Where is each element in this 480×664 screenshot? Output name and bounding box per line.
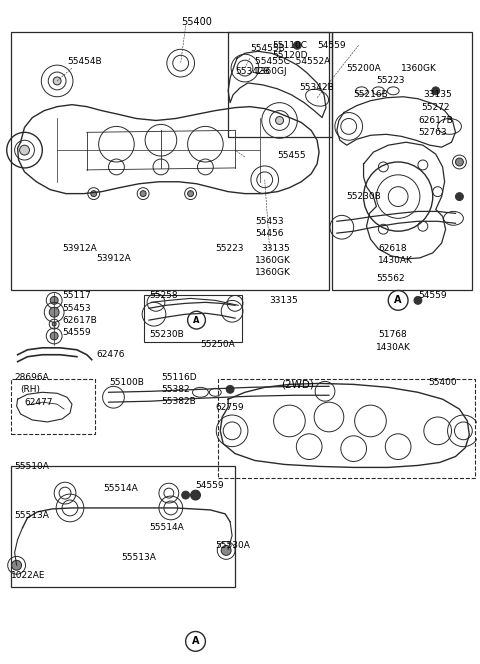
- Text: 28696A: 28696A: [14, 373, 49, 382]
- Text: 55513A: 55513A: [14, 511, 49, 521]
- Text: 55455C  54552A: 55455C 54552A: [255, 56, 330, 66]
- Text: 55510A: 55510A: [14, 462, 49, 471]
- Text: 55223: 55223: [216, 244, 244, 254]
- Text: 55513A: 55513A: [121, 553, 156, 562]
- Text: 55116D: 55116D: [161, 373, 196, 382]
- Text: 53912A: 53912A: [96, 254, 132, 264]
- Text: 33135: 33135: [423, 90, 452, 100]
- Circle shape: [221, 546, 231, 555]
- Circle shape: [50, 332, 58, 340]
- Circle shape: [52, 322, 56, 326]
- Text: 1360GK: 1360GK: [255, 268, 291, 277]
- Bar: [332, 31, 472, 290]
- Text: 55400: 55400: [180, 17, 212, 27]
- Text: 33135: 33135: [270, 296, 299, 305]
- Circle shape: [20, 145, 29, 155]
- Circle shape: [50, 296, 58, 304]
- Text: 55223: 55223: [376, 76, 405, 86]
- Text: 55453: 55453: [62, 303, 91, 313]
- Text: 55258: 55258: [149, 291, 178, 300]
- Text: 54456: 54456: [255, 228, 283, 238]
- Text: 53912A: 53912A: [62, 244, 97, 254]
- Circle shape: [53, 77, 61, 85]
- Circle shape: [91, 191, 96, 197]
- Text: 54559: 54559: [195, 481, 224, 490]
- Bar: [144, 295, 242, 342]
- Circle shape: [293, 41, 301, 49]
- Text: 1360GJ: 1360GJ: [255, 66, 288, 76]
- Text: 55117: 55117: [62, 291, 91, 300]
- Text: 62476: 62476: [96, 350, 125, 359]
- Text: 54559: 54559: [418, 291, 446, 300]
- Text: 55230B: 55230B: [347, 192, 382, 201]
- Text: 33135: 33135: [262, 244, 290, 254]
- Text: 55514A: 55514A: [104, 483, 138, 493]
- Circle shape: [456, 193, 463, 201]
- Circle shape: [456, 158, 463, 166]
- Text: 54559: 54559: [62, 327, 91, 337]
- Text: 55454B: 55454B: [67, 56, 102, 66]
- Bar: [11, 31, 329, 290]
- Text: 55216B: 55216B: [354, 90, 388, 100]
- Bar: [218, 379, 475, 478]
- Text: 55342B: 55342B: [300, 84, 334, 92]
- Bar: [228, 31, 332, 137]
- Text: 55250A: 55250A: [201, 341, 235, 349]
- Text: 55530A: 55530A: [216, 541, 250, 550]
- Text: 62759: 62759: [216, 402, 244, 412]
- Text: 51768: 51768: [378, 331, 407, 339]
- Text: 62477: 62477: [24, 398, 53, 406]
- Text: 55100B: 55100B: [109, 378, 144, 387]
- Circle shape: [188, 191, 193, 197]
- Text: 55455B: 55455B: [250, 44, 285, 53]
- Circle shape: [414, 296, 422, 304]
- Text: 1430AK: 1430AK: [378, 256, 413, 266]
- Circle shape: [49, 307, 59, 317]
- Text: (2WD): (2WD): [281, 379, 314, 389]
- Circle shape: [12, 560, 22, 570]
- Text: (RH): (RH): [21, 385, 41, 394]
- Text: A: A: [395, 295, 402, 305]
- Text: 62618: 62618: [378, 244, 407, 254]
- Text: A: A: [192, 636, 199, 646]
- Text: 55382: 55382: [161, 385, 190, 394]
- Text: 52763: 52763: [418, 128, 446, 137]
- Text: 55562: 55562: [376, 274, 405, 283]
- Circle shape: [182, 491, 190, 499]
- Text: 62617B: 62617B: [62, 315, 97, 325]
- Text: 55200A: 55200A: [347, 64, 382, 72]
- Text: 55455: 55455: [277, 151, 306, 159]
- Text: 1430AK: 1430AK: [376, 343, 411, 353]
- Text: 62617B: 62617B: [418, 116, 453, 125]
- Text: 55514A: 55514A: [149, 523, 184, 533]
- Text: 55120D: 55120D: [273, 50, 308, 60]
- Bar: [11, 379, 95, 434]
- Bar: [11, 466, 235, 587]
- Text: 55453: 55453: [255, 217, 284, 226]
- Text: 55400: 55400: [428, 378, 456, 387]
- Circle shape: [226, 385, 234, 393]
- Text: 55272: 55272: [421, 103, 449, 112]
- Circle shape: [432, 87, 440, 95]
- Text: 1360GK: 1360GK: [401, 64, 437, 72]
- Text: 1360GK: 1360GK: [255, 256, 291, 266]
- Text: 55110C: 55110C: [273, 41, 308, 50]
- Text: 55230B: 55230B: [149, 331, 184, 339]
- Text: 1022AE: 1022AE: [11, 570, 45, 580]
- Circle shape: [191, 490, 201, 500]
- Text: 55342B: 55342B: [235, 66, 270, 76]
- Text: A: A: [193, 315, 200, 325]
- Text: 55382B: 55382B: [161, 396, 196, 406]
- Circle shape: [140, 191, 146, 197]
- Text: 54559: 54559: [317, 41, 346, 50]
- Circle shape: [276, 116, 284, 124]
